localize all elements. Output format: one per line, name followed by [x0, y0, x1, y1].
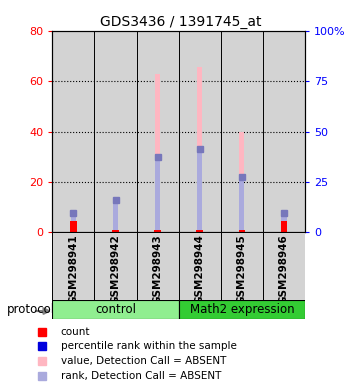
Bar — [52, 31, 95, 232]
Bar — [221, 232, 263, 301]
Text: GSM298941: GSM298941 — [68, 234, 78, 304]
Bar — [263, 232, 305, 301]
Bar — [197, 149, 202, 232]
Bar — [52, 300, 179, 319]
Bar — [282, 214, 287, 232]
Bar — [179, 232, 221, 301]
Bar — [239, 230, 245, 232]
Bar — [70, 221, 77, 232]
Bar — [197, 67, 202, 232]
Bar — [136, 232, 179, 301]
Bar — [71, 214, 76, 232]
Bar — [112, 230, 119, 232]
Bar — [263, 31, 305, 232]
Bar — [71, 218, 76, 232]
Bar — [52, 232, 95, 301]
Text: count: count — [61, 327, 90, 337]
Text: GSM298942: GSM298942 — [110, 234, 121, 304]
Bar — [95, 31, 136, 232]
Text: value, Detection Call = ABSENT: value, Detection Call = ABSENT — [61, 356, 226, 366]
Bar — [113, 200, 118, 232]
Bar — [179, 300, 305, 319]
Text: GSM298946: GSM298946 — [279, 234, 289, 304]
Text: Math2 expression: Math2 expression — [190, 303, 294, 316]
Text: GSM298943: GSM298943 — [153, 234, 163, 304]
Bar — [155, 74, 160, 232]
Bar — [239, 177, 244, 232]
Bar — [280, 221, 287, 232]
Text: GDS3436 / 1391745_at: GDS3436 / 1391745_at — [100, 15, 261, 29]
Text: rank, Detection Call = ABSENT: rank, Detection Call = ABSENT — [61, 371, 221, 381]
Bar — [239, 131, 244, 232]
Bar — [113, 206, 118, 232]
Text: protocol: protocol — [7, 303, 55, 316]
Bar — [95, 232, 136, 301]
Text: GSM298945: GSM298945 — [237, 234, 247, 304]
Text: control: control — [95, 303, 136, 316]
Text: GSM298944: GSM298944 — [195, 234, 205, 304]
Bar — [154, 230, 161, 232]
Bar — [179, 31, 221, 232]
Text: percentile rank within the sample: percentile rank within the sample — [61, 341, 236, 351]
Bar — [196, 230, 203, 232]
Bar — [282, 216, 287, 232]
Bar — [155, 157, 160, 232]
Bar — [221, 31, 263, 232]
Bar — [136, 31, 179, 232]
